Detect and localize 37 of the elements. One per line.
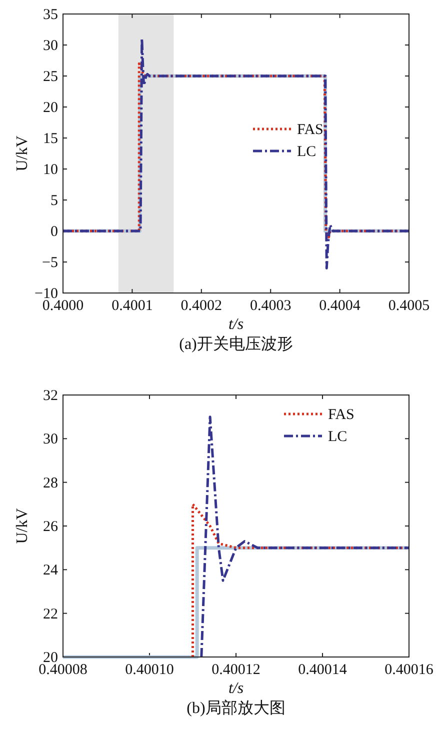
x-tick-label: 0.4001 (112, 298, 153, 314)
y-tick-label: 22 (43, 606, 58, 622)
x-tick-label: 0.4004 (319, 298, 361, 314)
y-tick-label: 0 (50, 224, 58, 240)
y-tick-label: 20 (43, 100, 58, 116)
legend-label: LC (328, 429, 348, 445)
x-tick-label: 0.4003 (250, 298, 292, 314)
y-tick-label: 32 (43, 388, 58, 404)
y-tick-label: 30 (43, 432, 58, 448)
text: (b)局部放大图 (186, 699, 286, 717)
y-tick-label: 5 (50, 193, 58, 209)
y-tick-label: 24 (43, 562, 58, 579)
x-tick-label: 0.40012 (212, 662, 260, 678)
line-series (62, 38, 410, 270)
text: (a)开关电压波形 (179, 335, 293, 353)
x-tick-label: 0.4002 (180, 298, 222, 314)
y-tick-label: 28 (43, 475, 58, 492)
y-tick-label: 26 (43, 519, 58, 535)
y-tick-label: −5 (42, 255, 58, 271)
x-tick-label: 0.4000 (42, 298, 84, 314)
y-tick-label: 25 (43, 69, 58, 85)
y-tick-label: 30 (43, 38, 58, 54)
y-tick-label: 15 (43, 131, 58, 147)
y-axis-title: U/kV (14, 135, 31, 172)
x-tick-label: 0.40010 (125, 662, 174, 678)
y-tick-label: 35 (43, 7, 58, 23)
x-tick-label: 0.40014 (298, 662, 348, 678)
y-axis-title: U/kV (14, 508, 31, 544)
x-tick-label: 0.4005 (388, 298, 430, 314)
x-tick-label: 0.40016 (384, 662, 434, 678)
x-tick-label: 0.40008 (38, 662, 88, 678)
x-axis-title: t/s (228, 316, 244, 333)
legend-label: FAS (328, 407, 354, 423)
legend-label: LC (297, 144, 316, 160)
legend-label: FAS (297, 122, 324, 138)
x-axis-title: t/s (228, 680, 244, 697)
y-tick-label: 10 (43, 162, 58, 178)
